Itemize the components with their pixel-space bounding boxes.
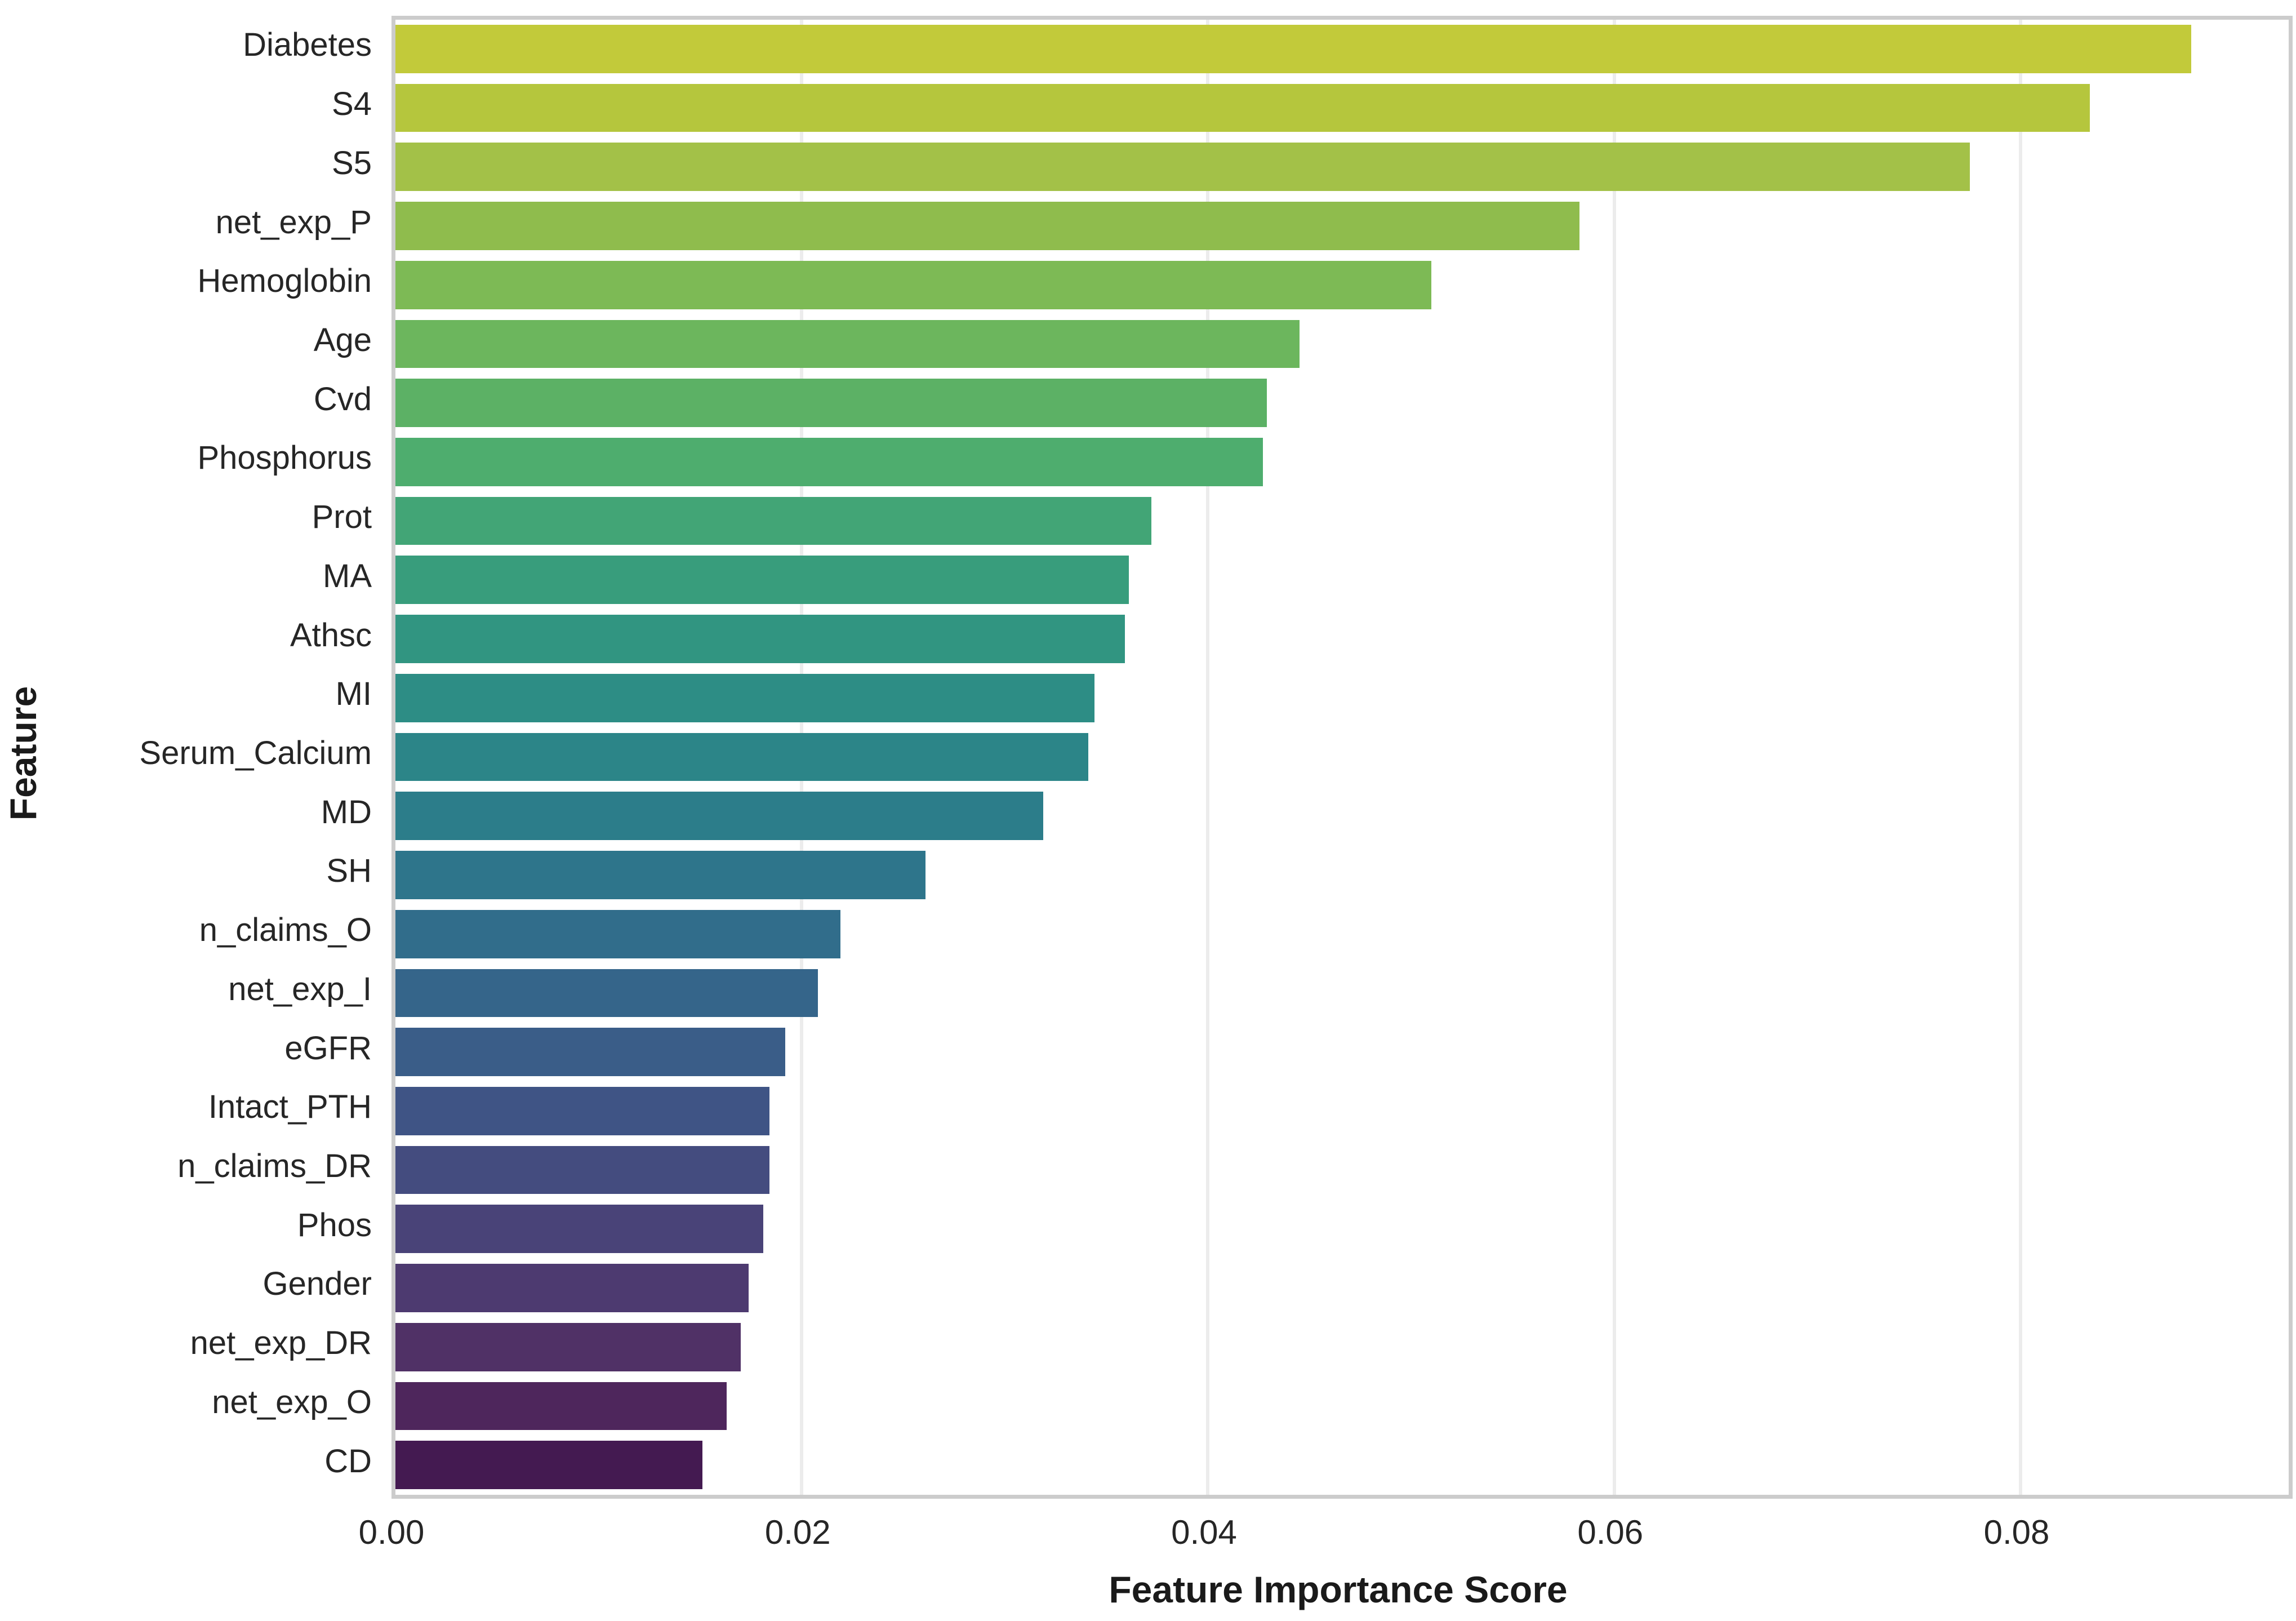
bar-cd (395, 1441, 702, 1489)
x-axis-title: Feature Importance Score (1109, 1569, 1568, 1610)
bar-phos (395, 1205, 763, 1254)
bar-diabetes (395, 25, 2191, 73)
bar-n_claims_o (395, 909, 840, 958)
y-tick-label-cd: CD (324, 1442, 372, 1480)
y-tick-label-athsc: Athsc (290, 616, 372, 654)
x-tick-label-0.00: 0.00 (358, 1513, 425, 1551)
bar-net_exp_i (395, 969, 818, 1018)
x-tick-label-0.04: 0.04 (1171, 1513, 1237, 1551)
y-tick-label-n_claims_dr: n_claims_DR (177, 1148, 372, 1185)
bar-ma (395, 556, 1129, 605)
x-tick-label-0.08: 0.08 (1983, 1513, 2050, 1551)
y-tick-label-ma: MA (323, 557, 372, 594)
bar-prot (395, 496, 1151, 545)
y-tick-label-gender: Gender (262, 1265, 372, 1303)
bar-age (395, 319, 1300, 368)
y-tick-label-phos: Phos (297, 1206, 372, 1243)
x-tick-label-0.02: 0.02 (764, 1513, 831, 1551)
y-tick-label-net_exp_dr: net_exp_DR (190, 1325, 372, 1362)
bar-egfr (395, 1028, 786, 1076)
y-tick-label-sh: SH (326, 852, 372, 890)
y-tick-label-hemoglobin: Hemoglobin (197, 263, 372, 300)
y-tick-label-s4: S4 (332, 86, 372, 123)
plot-area (391, 16, 2293, 1499)
bar-gender (395, 1264, 749, 1312)
y-tick-label-net_exp_i: net_exp_I (228, 970, 372, 1007)
bar-net_exp_p (395, 202, 1580, 250)
bar-s5 (395, 143, 1970, 192)
x-tick-label-0.06: 0.06 (1577, 1513, 1644, 1551)
y-tick-label-prot: Prot (312, 499, 372, 536)
bar-mi (395, 673, 1094, 722)
y-tick-label-phosphorus: Phosphorus (197, 439, 372, 477)
x-tick-labels: 0.00 0.02 0.04 0.06 0.08 (359, 1505, 2285, 1556)
y-tick-label-s5: S5 (332, 144, 372, 181)
bar-s4 (395, 83, 2090, 132)
bar-n_claims_dr (395, 1145, 769, 1194)
gridline-x-0.06 (1612, 20, 1616, 1495)
bar-cvd (395, 379, 1267, 428)
bar-md (395, 792, 1044, 841)
y-tick-label-mi: MI (335, 676, 372, 713)
y-tick-label-serum_calcium: Serum_Calcium (139, 735, 372, 771)
y-tick-label-age: Age (313, 321, 372, 358)
y-tick-labels: Diabetes S4 S5 net_exp_P Hemoglobin Age Cvd Pho… (0, 16, 372, 1491)
y-tick-label-net_exp_p: net_exp_P (215, 203, 372, 241)
bar-serum_calcium (395, 732, 1088, 781)
y-tick-label-md: MD (321, 793, 372, 831)
y-tick-label-egfr: eGFR (284, 1029, 372, 1067)
gridline-x-0.08 (2018, 20, 2022, 1495)
gridline-x-0.04 (1206, 20, 1210, 1495)
y-tick-label-intact_pth: Intact_PTH (208, 1089, 372, 1126)
y-tick-label-cvd: Cvd (313, 380, 372, 418)
bar-sh (395, 851, 926, 899)
bar-intact_pth (395, 1086, 769, 1135)
y-tick-label-net_exp_o: net_exp_O (212, 1383, 372, 1420)
bar-phosphorus (395, 438, 1263, 486)
bar-athsc (395, 615, 1125, 663)
y-tick-label-diabetes: Diabetes (243, 26, 372, 64)
bar-net_exp_dr (395, 1322, 741, 1371)
bar-net_exp_o (395, 1382, 727, 1431)
y-tick-label-n_claims_o: n_claims_O (199, 912, 372, 949)
bar-hemoglobin (395, 260, 1432, 309)
